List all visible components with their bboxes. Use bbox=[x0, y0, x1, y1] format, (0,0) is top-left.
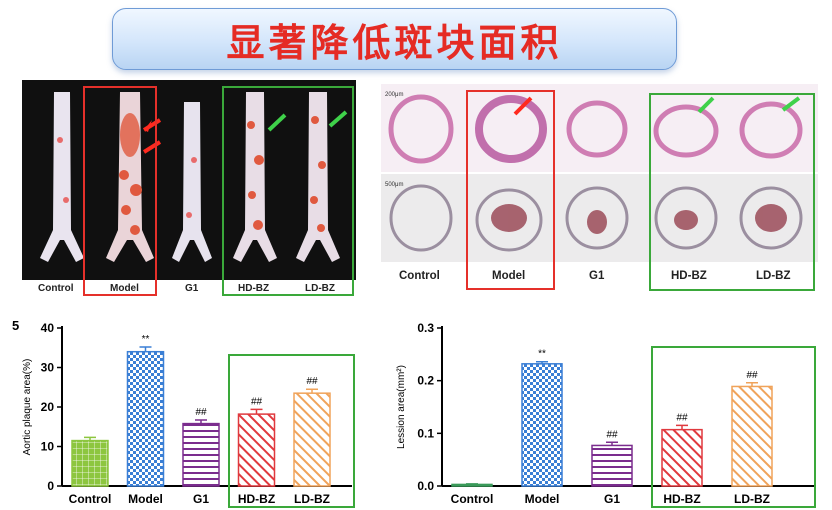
panel-letter: 5 bbox=[12, 318, 19, 333]
scale-bar-bottom: 500μm bbox=[385, 182, 403, 188]
histo-label-ld-bz: LD-BZ bbox=[756, 270, 791, 282]
error-bar bbox=[139, 346, 152, 352]
slide-title: 显著降低斑块面积 bbox=[226, 20, 563, 65]
photo-label-ld-bz: LD-BZ bbox=[305, 283, 335, 294]
bar-model bbox=[521, 363, 563, 487]
model-highlight-box bbox=[83, 86, 157, 296]
y-tick-label: 0.2 bbox=[417, 374, 434, 388]
significance-mark: ** bbox=[142, 334, 150, 345]
photo-label-hd-bz: HD-BZ bbox=[238, 283, 270, 294]
photo-label-control: Control bbox=[38, 283, 74, 294]
histo-label-hd-bz: HD-BZ bbox=[671, 270, 707, 282]
error-bar bbox=[606, 441, 618, 446]
histo-label-control: Control bbox=[399, 270, 440, 282]
aorta-photo bbox=[22, 80, 356, 280]
y-tick-label: 0.1 bbox=[417, 426, 434, 440]
bar-ld-bz bbox=[293, 392, 331, 487]
histo-treatment-highlight-box bbox=[649, 93, 815, 291]
histo-label-g1: G1 bbox=[589, 270, 605, 282]
bar-model bbox=[126, 350, 165, 487]
significance-mark: ## bbox=[195, 407, 207, 418]
x-tick-label-hd-bz: HD-BZ bbox=[238, 492, 275, 506]
significance-mark: ## bbox=[306, 376, 318, 387]
y-tick-label: 40 bbox=[41, 321, 55, 335]
y-tick-label: 10 bbox=[41, 440, 55, 454]
error-bar bbox=[676, 424, 688, 430]
y-axis-label: Lession area(mm²) bbox=[396, 365, 407, 449]
photo-label-g1: G1 bbox=[185, 283, 199, 294]
x-tick-label-ld-bz: LD-BZ bbox=[294, 492, 330, 506]
error-bar bbox=[306, 388, 318, 394]
bar-hd-bz bbox=[237, 413, 276, 487]
error-bar bbox=[195, 419, 207, 424]
significance-mark: ## bbox=[251, 396, 263, 407]
y-tick-label: 20 bbox=[41, 400, 55, 414]
y-axis-label: Aortic plaque area(%) bbox=[22, 359, 33, 456]
lesion-area-chart: 0.0 0.1 0.2 0.3 Lession area(mm²) Control ** Mo… bbox=[396, 321, 814, 506]
aorta-specimens bbox=[40, 92, 348, 262]
y-tick-label: 0 bbox=[47, 479, 54, 493]
y-tick-label: 0.3 bbox=[417, 321, 434, 335]
photo-label-strip: Control Model G1 HD-BZ LD-BZ bbox=[22, 280, 356, 298]
x-tick-label-model: Model bbox=[525, 492, 560, 506]
chart1-treatment-highlight-box bbox=[228, 354, 355, 508]
significance-mark: ## bbox=[606, 429, 618, 440]
x-tick-label-control: Control bbox=[69, 492, 112, 506]
photo-label-model: Model bbox=[110, 283, 139, 294]
bar-ld-bz bbox=[731, 385, 773, 487]
x-tick-label-control: Control bbox=[451, 492, 494, 506]
histology-images: 200μm 500μm bbox=[381, 84, 818, 262]
histo-model-highlight-box bbox=[466, 90, 555, 290]
x-tick-label-ld-bz: LD-BZ bbox=[734, 492, 770, 506]
histology-panel: 200μm 500μm Control Model G1 HD-BZ LD-BZ bbox=[381, 84, 818, 294]
error-bar bbox=[84, 436, 96, 441]
bar-g1 bbox=[591, 444, 633, 487]
histo-label-model: Model bbox=[492, 270, 526, 282]
x-tick-label-hd-bz: HD-BZ bbox=[663, 492, 700, 506]
aorta-photo-panel: Control Model G1 HD-BZ LD-BZ bbox=[22, 80, 356, 298]
x-tick-label-model: Model bbox=[128, 492, 163, 506]
error-bar bbox=[466, 483, 478, 485]
significance-mark: ## bbox=[746, 370, 758, 381]
bar-control bbox=[71, 439, 109, 487]
error-bar bbox=[746, 382, 758, 387]
bar-g1 bbox=[182, 422, 220, 487]
treatment-highlight-box bbox=[222, 86, 354, 296]
plaque-area-chart: 0 10 20 30 40 Aortic plaque area(%) 5 Control **… bbox=[12, 318, 352, 506]
error-bar bbox=[536, 360, 548, 364]
y-tick-label: 0.0 bbox=[417, 479, 434, 493]
x-tick-label-g1: G1 bbox=[604, 492, 620, 506]
title-banner: 显著降低斑块面积 bbox=[112, 8, 677, 70]
x-tick-label-g1: G1 bbox=[193, 492, 209, 506]
scale-bar-top: 200μm bbox=[385, 92, 403, 98]
bar-control bbox=[451, 483, 493, 487]
chart2-treatment-highlight-box bbox=[651, 346, 816, 508]
y-tick-label: 30 bbox=[41, 361, 55, 375]
error-bar bbox=[250, 408, 263, 415]
significance-mark: ** bbox=[538, 349, 546, 360]
significance-mark: ## bbox=[676, 412, 688, 423]
